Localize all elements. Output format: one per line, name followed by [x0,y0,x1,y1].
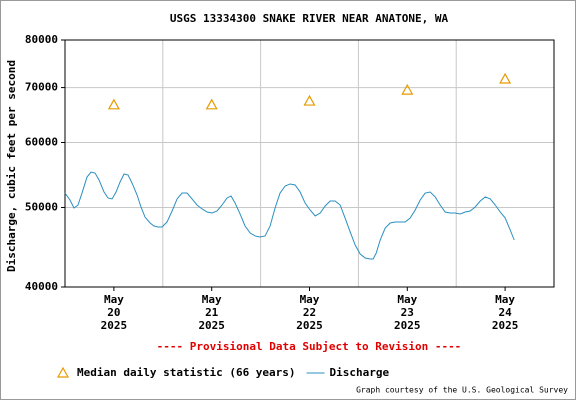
median-marker [303,94,316,106]
x-tick-label: May 24 2025 [492,293,519,332]
legend-marker [56,366,70,378]
chart-title: USGS 13334300 SNAKE RIVER NEAR ANATONE, … [170,12,449,25]
plot-frame [64,39,555,288]
x-tick-label: May 22 2025 [296,293,323,332]
y-tick-label: 60000 [25,136,58,149]
x-tick-label: May 21 2025 [198,293,225,332]
discharge-line [64,171,515,260]
median-marker [499,72,512,84]
y-tick-label: 80000 [25,33,58,46]
y-tick-label: 40000 [25,280,58,293]
median-marker [107,98,120,110]
legend-label: Discharge [330,366,390,379]
median-marker [401,83,414,95]
x-tick-label: May 20 2025 [101,293,128,332]
legend-label: Median daily statistic (66 years) [77,366,296,379]
y-axis-label: Discharge, cubic feet per second [5,60,18,272]
credit: Graph courtesy of the U.S. Geological Su… [356,386,568,395]
provisional-note: ---- Provisional Data Subject to Revisio… [157,340,462,353]
y-tick-label: 50000 [25,200,58,213]
median-marker [205,98,218,110]
plot-area [65,40,554,287]
x-tick-label: May 23 2025 [394,293,421,332]
y-tick-label: 70000 [25,81,58,94]
